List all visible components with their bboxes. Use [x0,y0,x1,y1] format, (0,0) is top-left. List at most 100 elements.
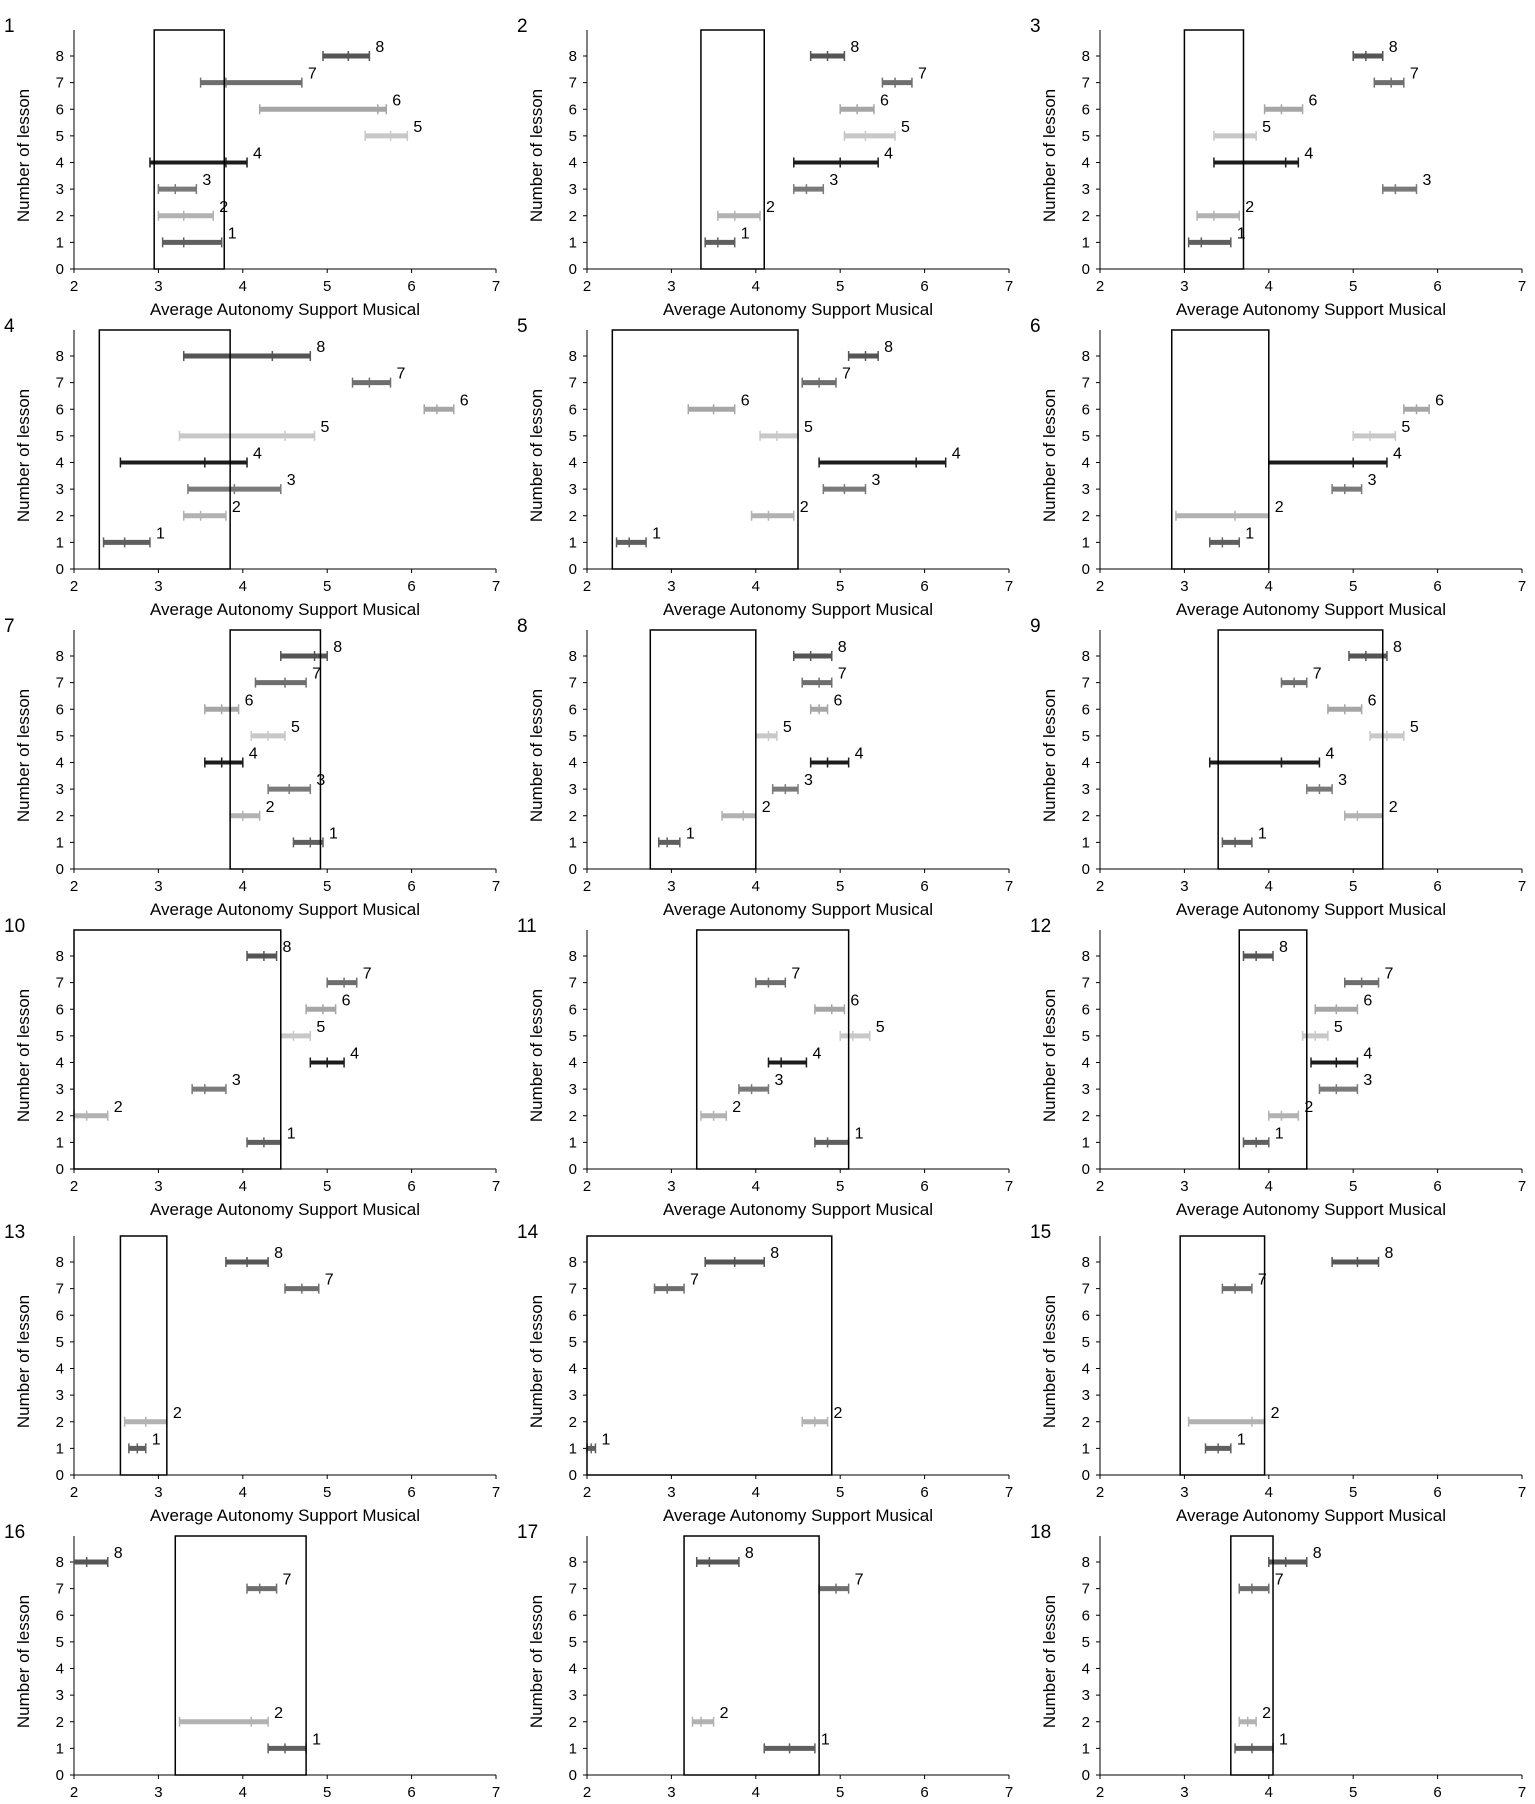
y-tick-label: 8 [56,48,64,65]
y-tick-label: 5 [1082,128,1090,145]
y-tick-label: 5 [1082,428,1090,445]
x-tick-label: 4 [239,1484,247,1501]
x-tick-label: 5 [1349,578,1357,595]
lesson-number-label: 7 [1275,1572,1284,1589]
lesson-number-label: 3 [287,472,296,489]
lesson-number-label: 2 [274,1705,283,1722]
panel-number: 1 [4,16,15,37]
lesson-number-label: 8 [850,39,859,56]
x-tick-label: 6 [1433,878,1441,895]
x-tick-label: 2 [1096,878,1104,895]
x-tick-label: 3 [667,1784,675,1801]
y-tick-label: 1 [56,1440,64,1457]
lesson-number-label: 4 [1393,446,1402,463]
y-tick-label: 0 [569,861,577,878]
x-tick-label: 2 [70,1484,78,1501]
lesson-number-label: 8 [1313,1545,1322,1562]
y-tick-label: 8 [569,348,577,365]
lesson-number-label: 1 [287,1125,296,1142]
highlight-box [1230,1535,1274,1776]
y-tick-label: 6 [1082,1307,1090,1324]
y-tick-label: 4 [56,155,64,172]
y-tick-label: 5 [1082,1028,1090,1045]
lesson-number-label: 4 [1304,146,1313,163]
x-tick-label: 5 [836,1484,844,1501]
x-tick-label: 4 [1265,578,1273,595]
lesson-number-label: 8 [333,639,342,656]
x-tick-label: 6 [407,878,415,895]
lesson-number-label: 7 [838,666,847,683]
y-tick-label: 4 [1082,1661,1090,1678]
y-tick-label: 2 [569,1414,577,1431]
y-tick-label: 6 [56,1607,64,1624]
y-tick-label: 0 [56,1161,64,1178]
lesson-number-label: 8 [274,1245,283,1262]
lesson-number-label: 2 [720,1705,729,1722]
y-tick-label: 8 [1082,648,1090,665]
y-tick-label: 1 [1082,1134,1090,1151]
y-tick-label: 0 [569,1767,577,1784]
y-tick-label: 7 [56,675,64,692]
x-tick-label: 7 [1518,1484,1526,1501]
y-axis-label: Number of lesson [14,1595,33,1728]
lesson-number-label: 4 [253,146,262,163]
lesson-number-label: 7 [363,966,372,983]
x-tick-label: 7 [492,1484,500,1501]
y-tick-label: 8 [56,1554,64,1571]
y-tick-label: 8 [1082,348,1090,365]
y-tick-label: 8 [569,948,577,965]
lesson-number-label: 8 [1389,39,1398,56]
lesson-number-label: 2 [114,1099,123,1116]
y-tick-label: 7 [1082,375,1090,392]
y-axis-label: Number of lesson [1040,89,1059,222]
y-axis-label: Number of lesson [527,389,546,522]
y-tick-label: 5 [569,1334,577,1351]
y-tick-label: 8 [56,348,64,365]
x-tick-label: 4 [239,1178,247,1195]
x-tick-label: 3 [667,278,675,295]
y-tick-label: 2 [1082,808,1090,825]
panel-number: 4 [4,316,15,337]
y-axis-label: Number of lesson [1040,389,1059,522]
highlight-box [586,1235,833,1476]
lesson-number-label: 6 [834,692,843,709]
lesson-number-label: 5 [1410,719,1419,736]
y-tick-label: 3 [1082,481,1090,498]
x-tick-label: 5 [1349,1784,1357,1801]
lesson-number-label: 8 [1279,939,1288,956]
x-tick-label: 5 [1349,1484,1357,1501]
y-tick-label: 3 [569,1081,577,1098]
lesson-number-label: 1 [1237,225,1246,242]
x-tick-label: 3 [154,1484,162,1501]
lesson-number-label: 8 [884,339,893,356]
x-tick-label: 2 [70,878,78,895]
y-tick-label: 8 [1082,1554,1090,1571]
x-tick-label: 4 [239,278,247,295]
panel-17: 17012345678234567Average Autonomy Suppor… [517,1522,1013,1801]
y-axis-label: Number of lesson [527,1595,546,1728]
x-tick-label: 2 [583,278,591,295]
y-tick-label: 1 [1082,534,1090,551]
x-tick-label: 6 [920,1484,928,1501]
x-tick-label: 5 [323,1484,331,1501]
y-tick-label: 2 [1082,508,1090,525]
y-tick-label: 3 [569,1387,577,1404]
x-tick-label: 4 [752,1484,760,1501]
lesson-number-label: 6 [1309,92,1318,109]
lesson-number-label: 7 [312,666,321,683]
x-tick-label: 7 [492,878,500,895]
y-tick-label: 2 [569,808,577,825]
lesson-number-label: 7 [855,1572,864,1589]
x-tick-label: 3 [154,878,162,895]
x-tick-label: 2 [583,1784,591,1801]
y-axis-label: Number of lesson [527,689,546,822]
lesson-number-label: 7 [283,1572,292,1589]
lesson-number-label: 5 [1262,119,1271,136]
lesson-number-label: 8 [283,939,292,956]
y-tick-label: 6 [569,401,577,418]
lesson-number-label: 4 [1325,746,1334,763]
y-tick-label: 7 [56,375,64,392]
highlight-box [649,629,757,870]
lesson-number-label: 1 [741,225,750,242]
x-tick-label: 7 [1518,1784,1526,1801]
